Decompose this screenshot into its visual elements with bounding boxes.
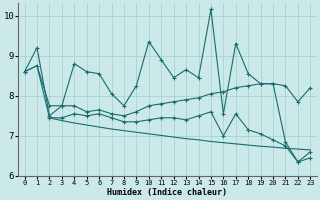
X-axis label: Humidex (Indice chaleur): Humidex (Indice chaleur): [108, 188, 228, 197]
